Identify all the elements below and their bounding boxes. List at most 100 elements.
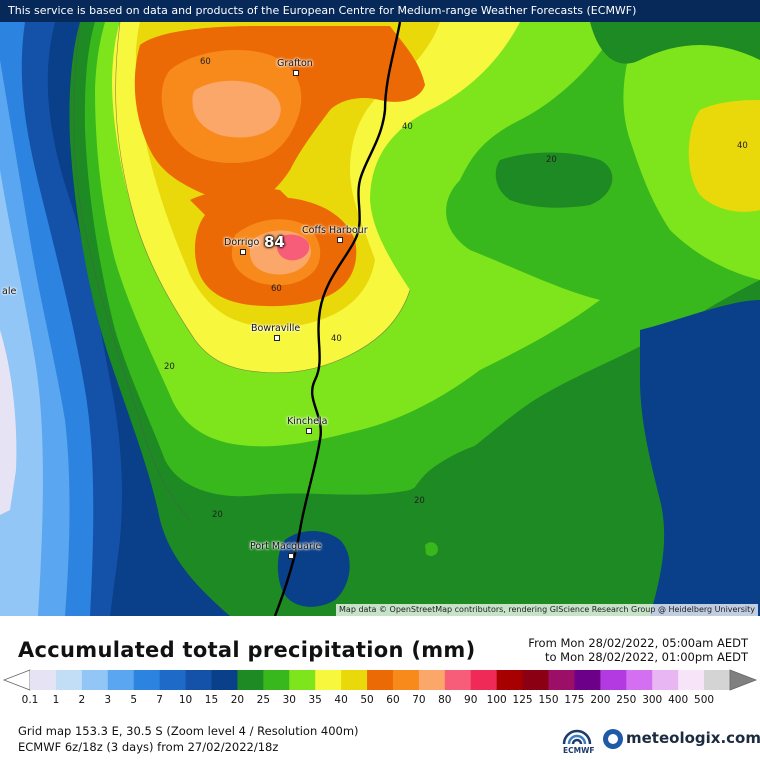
band-20-south — [340, 436, 655, 616]
max-value-label: 84 — [264, 233, 285, 251]
scale-tick-label: 0.1 — [21, 694, 39, 706]
band-15-east — [640, 300, 760, 616]
city-label-port-macquarie: Port Macquarie — [250, 541, 322, 552]
model-info: ECMWF 6z/18z (3 days) from 27/02/2022/18… — [18, 740, 279, 754]
scale-swatch — [159, 670, 187, 690]
scale-tick-label: 80 — [438, 694, 452, 706]
meteologix-brand[interactable]: meteologix.com — [626, 729, 760, 747]
scale-tick-label: 5 — [130, 694, 138, 706]
city-label-grafton: Grafton — [277, 58, 313, 69]
scale-arrow-left — [2, 669, 31, 691]
coastline — [273, 21, 402, 616]
scale-swatch — [315, 670, 342, 690]
color-scale-ticks: 0.1 1 2 3 5 7 10 15 20 25 30 35 40 50 60 70 80 90 100 125 15… — [0, 694, 760, 710]
scale-swatch — [367, 670, 394, 690]
scale-swatch — [574, 670, 601, 690]
scale-swatch — [678, 670, 705, 690]
scale-tick-label: 70 — [412, 694, 426, 706]
scale-tick-label: 150 — [538, 694, 559, 706]
scale-tick-label: 250 — [616, 694, 637, 706]
scale-swatch — [626, 670, 653, 690]
scale-swatch — [81, 670, 109, 690]
scale-tick-label: 2 — [78, 694, 86, 706]
scale-tick-label: 90 — [464, 694, 478, 706]
scale-swatch — [263, 670, 290, 690]
contour-label: 40 — [402, 122, 413, 132]
city-marker-kinchela — [306, 428, 312, 434]
contour-label: 40 — [737, 141, 748, 151]
band-20-ne — [590, 22, 760, 64]
scale-swatch — [496, 670, 524, 690]
grid-info: Grid map 153.3 E, 30.5 S (Zoom level 4 /… — [18, 724, 359, 738]
period-from: From Mon 28/02/2022, 05:00am AEDT — [528, 636, 748, 650]
city-marker-coffs-harbour — [337, 237, 343, 243]
city-marker-dorrigo — [240, 249, 246, 255]
contour-label: 60 — [271, 284, 282, 294]
scale-swatch — [522, 670, 550, 690]
scale-tick-label: 175 — [564, 694, 585, 706]
scale-swatch — [392, 670, 420, 690]
scale-tick-label: 25 — [256, 694, 271, 706]
contour-label: 20 — [164, 362, 175, 372]
scale-tick-label: 7 — [156, 694, 163, 706]
contour-label: 20 — [546, 155, 557, 165]
scale-tick-label: 20 — [230, 694, 245, 706]
scale-tick-label: 1 — [52, 694, 60, 706]
scale-swatch — [652, 670, 679, 690]
legend-title: Accumulated total precipitation (mm) — [18, 638, 476, 662]
contour-label: 20 — [414, 496, 425, 506]
scale-swatch — [185, 670, 212, 690]
band-15-spot-2 — [710, 510, 736, 534]
period-to: to Mon 28/02/2022, 01:00pm AEDT — [544, 650, 748, 664]
band-25-spot — [425, 542, 438, 557]
band-80 — [277, 234, 310, 261]
scale-swatch — [133, 670, 161, 690]
ecmwf-logo-icon — [562, 729, 592, 745]
city-label-bowraville: Bowraville — [251, 323, 301, 334]
scale-swatch — [211, 670, 238, 690]
precipitation-field — [0, 0, 760, 616]
scale-swatch — [55, 670, 83, 690]
band-50-link — [190, 188, 290, 215]
scale-tick-label: 400 — [668, 694, 689, 706]
band-0-1 — [0, 330, 17, 515]
scale-tick-label: 500 — [694, 694, 715, 706]
scale-swatch — [704, 670, 731, 690]
contour-label: 60 — [200, 57, 211, 67]
scale-swatch — [289, 670, 316, 690]
scale-swatch — [418, 670, 446, 690]
city-label-coffs-harbour: Coffs Harbour — [302, 225, 368, 236]
scale-tick-label: 60 — [386, 694, 400, 706]
band-15-spot — [672, 375, 704, 406]
scale-tick-label: 200 — [590, 694, 611, 706]
meteologix-logo-icon — [603, 729, 623, 749]
scale-swatch — [444, 670, 472, 690]
map-attribution: Map data © OpenStreetMap contributors, r… — [336, 604, 758, 616]
city-label-dorrigo: Dorrigo — [224, 237, 260, 248]
city-label-kinchela: Kinchela — [287, 416, 328, 427]
scale-tick-label: 125 — [512, 694, 533, 706]
precipitation-map[interactable]: This service is based on data and produc… — [0, 0, 760, 616]
contour-label: 40 — [331, 334, 342, 344]
scale-tick-label: 10 — [178, 694, 193, 706]
city-label-partial: ale — [2, 286, 17, 297]
city-marker-bowraville — [274, 335, 280, 341]
scale-arrow-right — [729, 669, 758, 691]
band-70-north — [192, 80, 281, 138]
scale-tick-label: 35 — [308, 694, 322, 706]
contour-lines — [73, 21, 411, 521]
scale-tick-label: 3 — [104, 694, 112, 706]
band-40-east — [688, 100, 760, 212]
scale-tick-label: 15 — [204, 694, 219, 706]
ecmwf-logo-label: ECMWF — [563, 746, 595, 755]
contour-label: 20 — [212, 510, 223, 520]
city-marker-grafton — [293, 70, 299, 76]
color-scale-bar — [2, 669, 758, 691]
scale-swatch — [548, 670, 575, 690]
scale-tick-label: 40 — [334, 694, 348, 706]
band-20-central — [495, 152, 613, 208]
scale-swatch — [107, 670, 135, 690]
scale-swatch — [470, 670, 498, 690]
scale-tick-label: 50 — [360, 694, 374, 706]
scale-swatch — [30, 670, 57, 690]
